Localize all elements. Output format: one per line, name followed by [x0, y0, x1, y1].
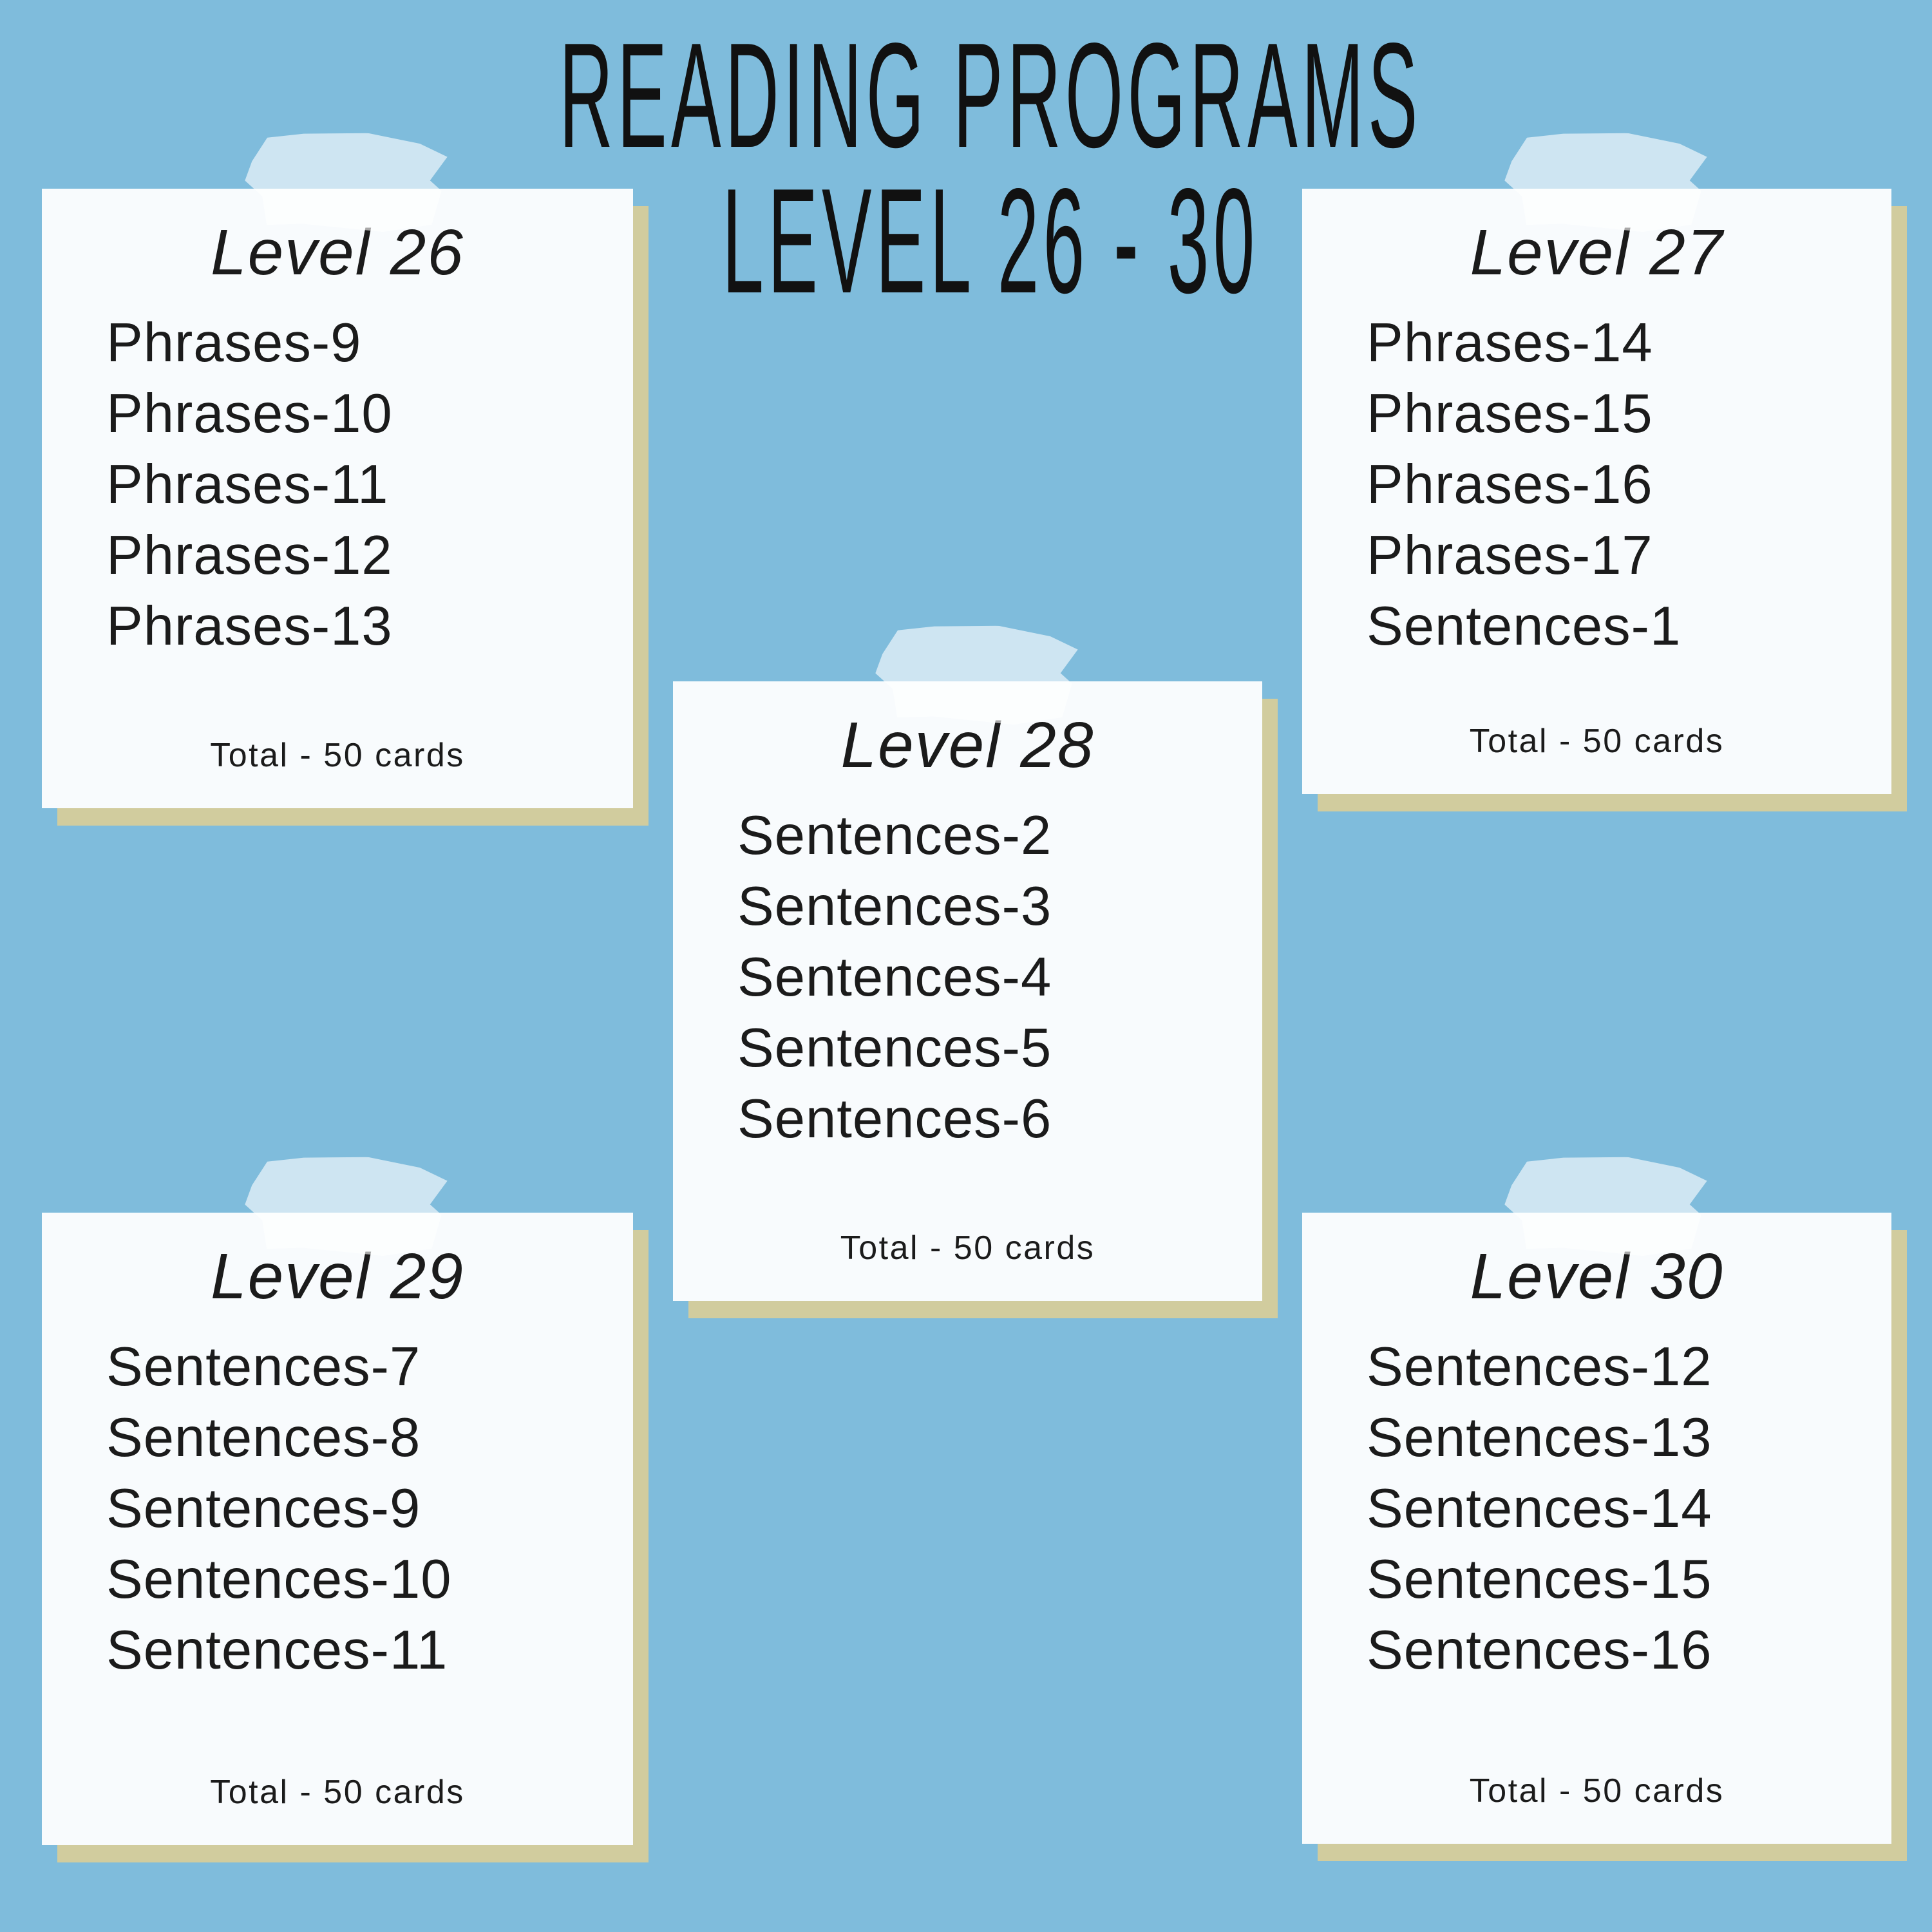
list-item: Phrases-9 [106, 312, 362, 374]
card-items: Phrases-14 Phrases-15 Phrases-16 Phrases-17… [1302, 308, 1891, 662]
card-title: Level 26 [210, 216, 465, 289]
card-title: Level 27 [1470, 216, 1724, 289]
card-level-27: Level 27 Phrases-14 Phrases-15 Phrases-16 P… [1302, 189, 1891, 794]
card-total: Total - 50 cards [210, 737, 465, 774]
list-item: Sentences-7 [106, 1336, 421, 1397]
list-item: Sentences-5 [737, 1018, 1052, 1079]
list-item: Phrases-16 [1367, 454, 1653, 515]
card-items: Phrases-9 Phrases-10 Phrases-11 Phrases-12 P… [42, 308, 633, 662]
list-item: Phrases-10 [106, 383, 393, 444]
list-item: Sentences-10 [106, 1549, 452, 1610]
list-item: Sentences-6 [737, 1088, 1052, 1150]
list-item: Sentences-15 [1367, 1549, 1712, 1610]
list-item: Sentences-1 [1367, 596, 1681, 657]
card-total: Total - 50 cards [210, 1774, 465, 1811]
poster-title-line2: LEVEL 26 - 30 [722, 158, 1259, 325]
list-item: Phrases-12 [106, 525, 393, 586]
card-items: Sentences-12 Sentences-13 Sentences-14 Sent… [1302, 1332, 1891, 1686]
card-title: Level 28 [840, 709, 1095, 781]
card-items: Sentences-7 Sentences-8 Sentences-9 Sentenc… [42, 1332, 633, 1686]
poster-title: READING PROGRAMS LEVEL 26 - 30 [507, 12, 1473, 325]
card-level-26: Level 26 Phrases-9 Phrases-10 Phrases-11 Ph… [42, 189, 633, 808]
list-item: Sentences-9 [106, 1478, 421, 1539]
list-item: Sentences-11 [106, 1620, 448, 1681]
card-total: Total - 50 cards [840, 1229, 1095, 1267]
list-item: Sentences-14 [1367, 1478, 1712, 1539]
list-item: Sentences-8 [106, 1407, 421, 1468]
list-item: Phrases-17 [1367, 525, 1653, 586]
card-level-29: Level 29 Sentences-7 Sentences-8 Sentences… [42, 1213, 633, 1845]
list-item: Phrases-11 [106, 454, 389, 515]
list-item: Sentences-3 [737, 876, 1052, 937]
list-item: Sentences-2 [737, 805, 1052, 866]
card-total: Total - 50 cards [1469, 1772, 1725, 1810]
list-item: Sentences-13 [1367, 1407, 1712, 1468]
card-title: Level 29 [210, 1240, 465, 1312]
card-level-28: Level 28 Sentences-2 Sentences-3 Sentences… [673, 681, 1262, 1301]
card-items: Sentences-2 Sentences-3 Sentences-4 Sentenc… [673, 800, 1262, 1155]
list-item: Phrases-13 [106, 596, 393, 657]
list-item: Sentences-4 [737, 947, 1052, 1008]
list-item: Phrases-15 [1367, 383, 1653, 444]
card-level-30: Level 30 Sentences-12 Sentences-13 Sentenc… [1302, 1213, 1891, 1844]
list-item: Sentences-16 [1367, 1620, 1712, 1681]
list-item: Sentences-12 [1367, 1336, 1712, 1397]
card-title: Level 30 [1470, 1240, 1724, 1312]
poster-title-line1: READING PROGRAMS [559, 12, 1422, 179]
list-item: Phrases-14 [1367, 312, 1653, 374]
card-total: Total - 50 cards [1469, 723, 1725, 760]
